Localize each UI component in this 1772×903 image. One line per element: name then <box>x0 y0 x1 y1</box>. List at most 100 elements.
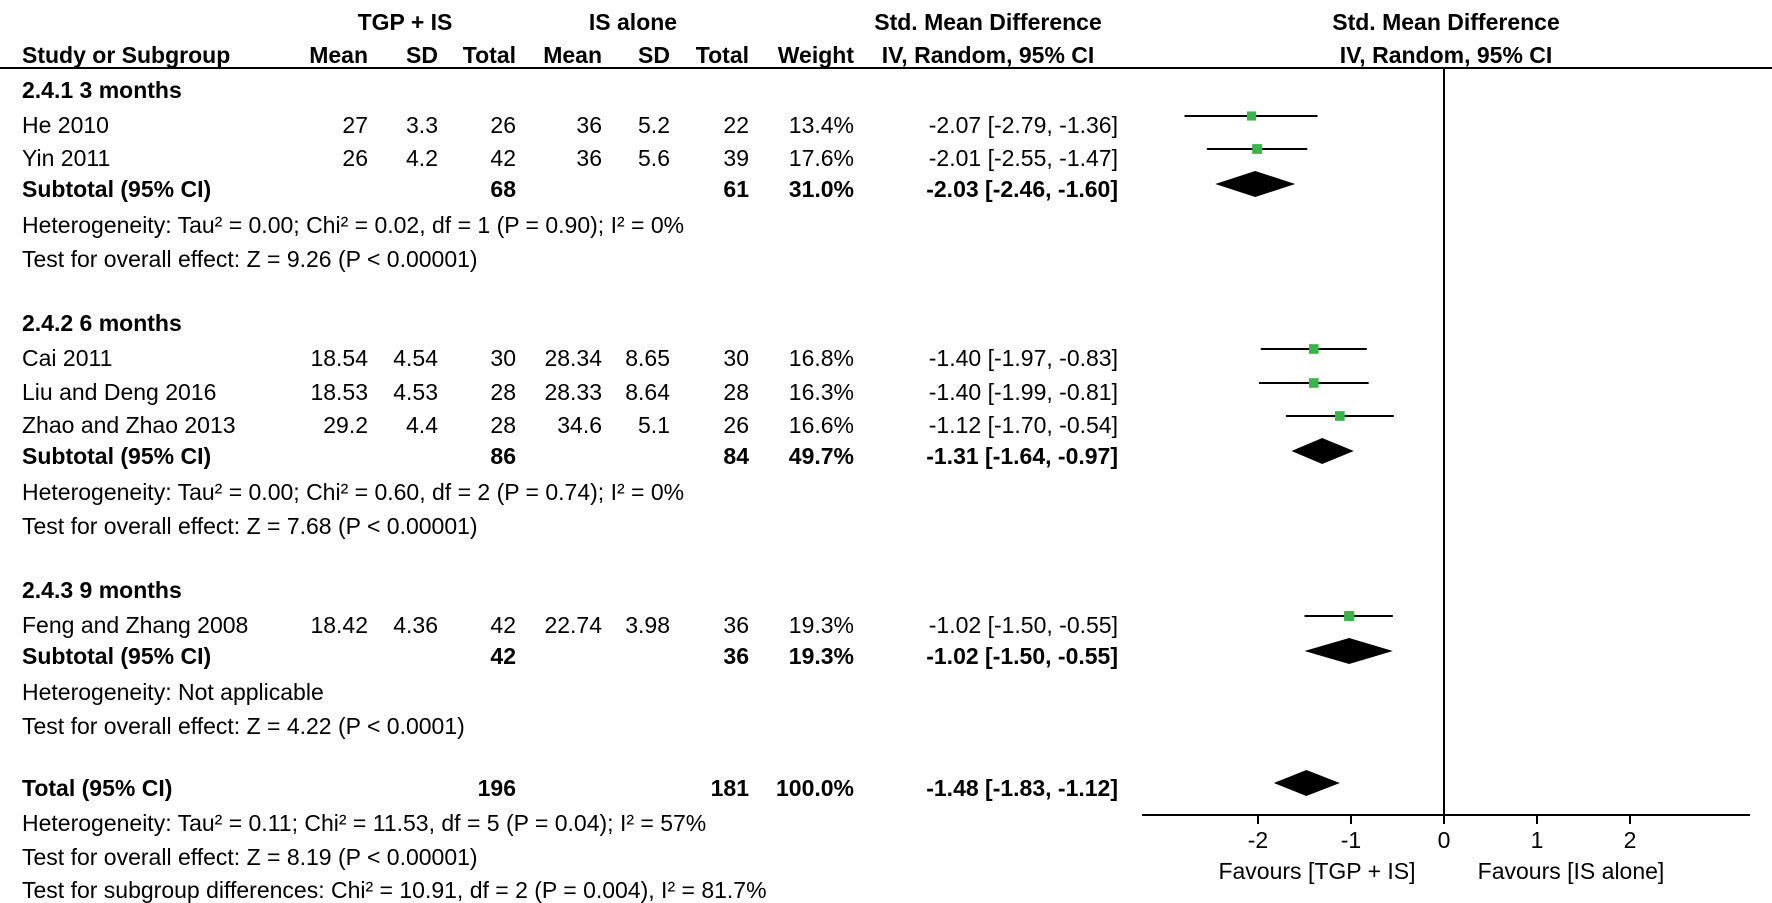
summary-diamond <box>1304 638 1393 664</box>
study-total1: 42 <box>490 612 516 638</box>
subtotal-total1: 42 <box>490 643 516 669</box>
subtotal-ci: -2.03 [-2.46, -1.60] <box>926 176 1118 202</box>
heterogeneity-text: Heterogeneity: Tau² = 0.00; Chi² = 0.60,… <box>22 479 685 505</box>
x-tick-label: -2 <box>1247 827 1269 853</box>
study-sd2: 5.6 <box>638 145 670 171</box>
x-tick-label: 1 <box>1530 827 1544 853</box>
study-sd1: 4.53 <box>393 379 438 405</box>
study-name: He 2010 <box>22 112 109 138</box>
study-sd2: 3.98 <box>625 612 670 638</box>
subtotal-ci: -1.31 [-1.64, -0.97] <box>926 443 1118 469</box>
favours-right-label: Favours [IS alone] <box>1477 858 1665 884</box>
overall-effect-text: Test for overall effect: Z = 9.26 (P < 0… <box>22 246 478 272</box>
study-mean2: 22.74 <box>544 612 602 638</box>
subtotal-label: Subtotal (95% CI) <box>22 643 212 669</box>
study-total2: 22 <box>723 112 749 138</box>
study-effect-square <box>1308 344 1319 354</box>
group2-header: IS alone <box>588 9 678 35</box>
subtotal-total1: 68 <box>490 176 516 202</box>
subtotal-total2: 36 <box>723 643 749 669</box>
subtotal-weight: 31.0% <box>788 176 854 202</box>
study-name: Cai 2011 <box>22 345 113 371</box>
subtotal-total2: 84 <box>723 443 749 469</box>
study-mean1: 29.2 <box>323 412 368 438</box>
subtotal-ci: -1.02 [-1.50, -0.55] <box>926 643 1118 669</box>
total-ci: -1.48 [-1.83, -1.12] <box>926 775 1118 801</box>
study-weight: 16.6% <box>788 412 854 438</box>
subtotal-weight: 49.7% <box>788 443 854 469</box>
subtotal-total2: 61 <box>723 176 749 202</box>
heterogeneity-text: Heterogeneity: Not applicable <box>22 679 324 705</box>
study-mean1: 27 <box>342 112 368 138</box>
subgroup-differences: Test for subgroup differences: Chi² = 10… <box>22 877 767 903</box>
study-sd2: 5.1 <box>638 412 670 438</box>
study-sd1: 3.3 <box>406 112 438 138</box>
col-mean2-header: Mean <box>543 42 602 68</box>
study-ci: -1.12 [-1.70, -0.54] <box>928 412 1118 438</box>
subgroup-title: 2.4.3 9 months <box>22 577 182 603</box>
overall-effect-text: Test for overall effect: Z = 4.22 (P < 0… <box>22 713 465 739</box>
study-weight: 19.3% <box>788 612 854 638</box>
study-sd1: 4.2 <box>406 145 438 171</box>
study-mean2: 34.6 <box>557 412 602 438</box>
favours-left-label: Favours [TGP + IS] <box>1218 858 1416 884</box>
study-ci: -1.02 [-1.50, -0.55] <box>928 612 1118 638</box>
study-total2: 39 <box>723 145 749 171</box>
total-total1: 196 <box>477 775 516 801</box>
summary-diamond <box>1291 438 1354 464</box>
study-total2: 36 <box>723 612 749 638</box>
summary-diamond <box>1273 770 1340 796</box>
subgroup-title: 2.4.1 3 months <box>22 77 182 103</box>
col-sd2-header: SD <box>638 42 670 68</box>
study-total1: 28 <box>490 412 516 438</box>
subtotal-label: Subtotal (95% CI) <box>22 176 212 202</box>
subtotal-total1: 86 <box>490 443 516 469</box>
study-effect-square <box>1308 378 1319 388</box>
study-total1: 26 <box>490 112 516 138</box>
study-ci: -2.07 [-2.79, -1.36] <box>928 112 1118 138</box>
plot-method-header: IV, Random, 95% CI <box>1339 42 1553 68</box>
x-tick-label: -1 <box>1340 827 1362 853</box>
study-name: Yin 2011 <box>22 145 111 171</box>
total-overall-effect: Test for overall effect: Z = 8.19 (P < 0… <box>22 844 478 870</box>
study-sd2: 8.64 <box>625 379 670 405</box>
x-tick-label: 2 <box>1623 827 1637 853</box>
study-total1: 30 <box>490 345 516 371</box>
study-total2: 28 <box>723 379 749 405</box>
study-weight: 17.6% <box>788 145 854 171</box>
study-total1: 28 <box>490 379 516 405</box>
study-effect-square <box>1252 144 1262 154</box>
total-total2: 181 <box>710 775 749 801</box>
header-rule <box>0 67 1772 69</box>
overall-effect-text: Test for overall effect: Z = 7.68 (P < 0… <box>22 513 478 539</box>
group1-header: TGP + IS <box>357 9 453 35</box>
study-name: Feng and Zhang 2008 <box>22 612 249 638</box>
col-total1-header: Total <box>462 42 516 68</box>
heterogeneity-text: Heterogeneity: Tau² = 0.00; Chi² = 0.02,… <box>22 212 685 238</box>
x-tick-label: 0 <box>1437 827 1451 853</box>
study-weight: 13.4% <box>788 112 854 138</box>
col-total2-header: Total <box>695 42 749 68</box>
smd-column-title: Std. Mean Difference <box>874 9 1102 35</box>
study-name: Liu and Deng 2016 <box>22 379 217 405</box>
study-mean1: 18.54 <box>310 345 368 371</box>
study-mean2: 36 <box>576 112 602 138</box>
col-mean1-header: Mean <box>309 42 368 68</box>
study-effect-square <box>1335 411 1345 421</box>
study-mean1: 26 <box>342 145 368 171</box>
study-sd2: 8.65 <box>625 345 670 371</box>
study-name: Zhao and Zhao 2013 <box>22 412 236 438</box>
subtotal-label: Subtotal (95% CI) <box>22 443 212 469</box>
study-weight: 16.3% <box>788 379 854 405</box>
study-sd1: 4.36 <box>393 612 438 638</box>
study-total1: 42 <box>490 145 516 171</box>
total-heterogeneity: Heterogeneity: Tau² = 0.11; Chi² = 11.53… <box>22 810 707 836</box>
summary-diamond <box>1215 171 1296 197</box>
plot-title: Std. Mean Difference <box>1332 9 1560 35</box>
total-label: Total (95% CI) <box>22 775 173 801</box>
study-total2: 30 <box>723 345 749 371</box>
study-mean1: 18.42 <box>310 612 368 638</box>
study-mean2: 28.33 <box>544 379 602 405</box>
